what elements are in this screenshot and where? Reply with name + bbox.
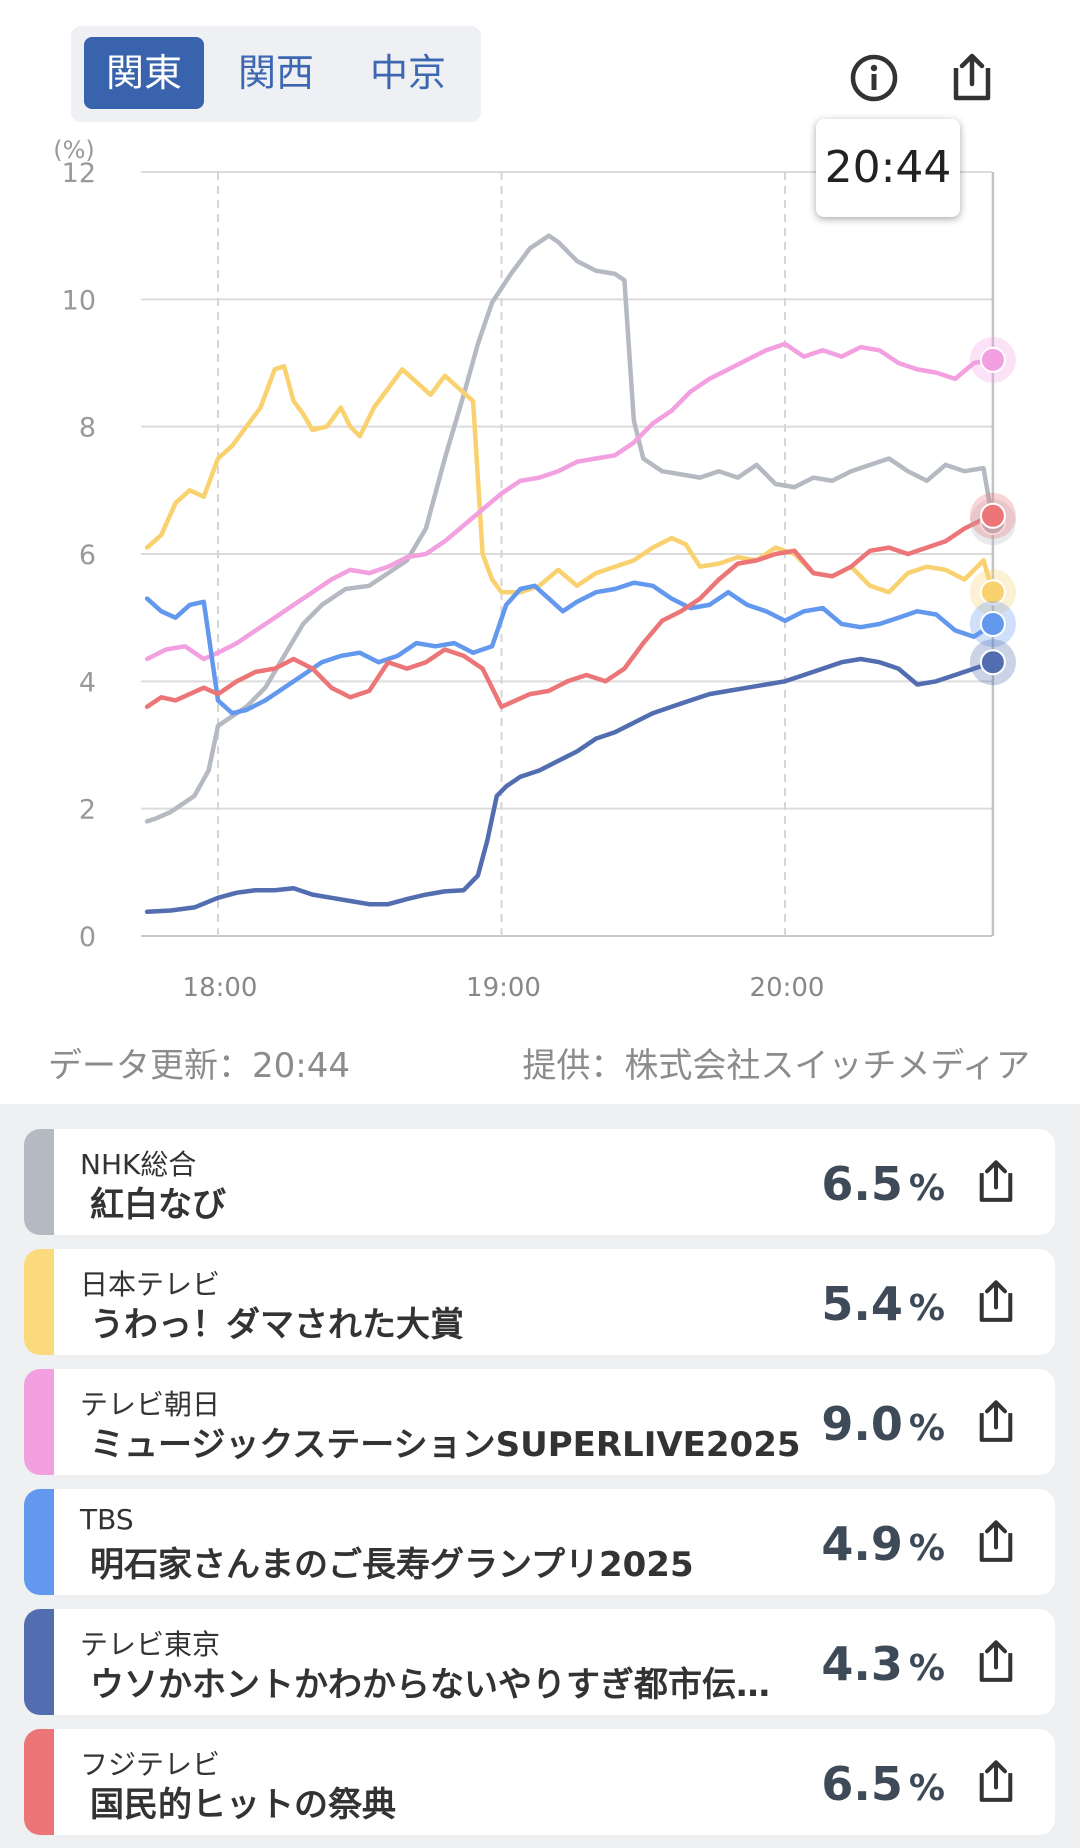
program-share-button[interactable] (971, 1517, 1021, 1567)
rating-value: 6.5% (821, 1757, 945, 1811)
rating-number: 4.9 (821, 1517, 903, 1571)
y-tick-label: 8 (79, 413, 96, 444)
program-share-button[interactable] (971, 1157, 1021, 1207)
series-line-5 (144, 513, 996, 710)
y-tick-label: 12 (62, 158, 96, 189)
program-title: 明石家さんまのご長寿グランプリ2025 (90, 1545, 694, 1585)
program-share-button[interactable] (971, 1397, 1021, 1447)
x-tick-label: 18:00 (183, 973, 258, 1003)
share-icon (979, 1640, 1013, 1682)
program-card-fuji[interactable]: フジテレビ 国民的ヒットの祭典 6.5% (24, 1729, 1055, 1835)
program-card-tv-asahi[interactable]: テレビ朝日 ミュージックステーションSUPERLIVE2025 9.0% (24, 1369, 1055, 1475)
program-title: 国民的ヒットの祭典 (90, 1785, 396, 1825)
channel-color-bar (24, 1489, 54, 1595)
series-end-marker-4 (979, 649, 1006, 676)
series-end-marker-1 (979, 579, 1006, 606)
program-share-button[interactable] (971, 1757, 1021, 1807)
channel-color-bar (24, 1369, 54, 1475)
program-title: うわっ！ダマされた大賞 (90, 1305, 464, 1345)
channel-color-bar (24, 1129, 54, 1235)
provider-credit: 提供：株式会社スイッチメディア (522, 1046, 1030, 1086)
rating-number: 5.4 (821, 1277, 903, 1331)
share-icon (979, 1160, 1013, 1202)
y-tick-label: 4 (79, 667, 96, 698)
series-line-4 (144, 656, 996, 915)
channel-color-bar (24, 1609, 54, 1715)
rating-number: 9.0 (821, 1397, 903, 1451)
channel-name: NHK総合 (80, 1148, 197, 1181)
channel-name: テレビ東京 (80, 1628, 221, 1661)
rating-value: 4.3% (821, 1637, 945, 1691)
channel-name: フジテレビ (80, 1748, 221, 1781)
rating-number: 6.5 (821, 1157, 903, 1211)
share-icon (953, 53, 991, 101)
rating-unit: % (908, 1648, 945, 1689)
share-icon (979, 1760, 1013, 1802)
program-share-button[interactable] (971, 1277, 1021, 1327)
series-end-marker-2 (979, 346, 1006, 373)
ratings-line-chart: (%) 0 2 4 6 8 10 12 18:00 19:00 20:00 (53, 136, 1016, 1003)
series-line-2 (144, 341, 996, 662)
rating-value: 9.0% (821, 1397, 945, 1451)
channel-color-bar (24, 1729, 54, 1835)
program-list: NHK総合 紅白なび 6.5% 日本テレビ うわっ！ダマされた大賞 5.4% テ… (0, 1104, 1080, 1848)
y-tick-label: 6 (79, 540, 96, 571)
series-line-0 (144, 233, 996, 824)
rating-unit: % (908, 1528, 945, 1569)
share-button[interactable] (944, 50, 1000, 106)
tab-kansai[interactable]: 関西 (237, 51, 314, 95)
channel-name: TBS (80, 1503, 134, 1536)
channel-color-bar (24, 1249, 54, 1355)
rating-unit: % (908, 1768, 945, 1809)
series-end-marker-5 (979, 502, 1006, 529)
tab-chukyo[interactable]: 中京 (369, 51, 446, 95)
region-tabs: 関東 関西 中京 (71, 26, 481, 122)
x-tick-label: 19:00 (466, 973, 541, 1003)
info-icon (850, 54, 898, 102)
x-tick-label: 20:00 (750, 973, 825, 1003)
info-button[interactable] (846, 50, 902, 106)
share-icon (979, 1280, 1013, 1322)
series-line-1 (144, 363, 996, 595)
program-card-nhk[interactable]: NHK総合 紅白なび 6.5% (24, 1129, 1055, 1235)
program-card-ntv[interactable]: 日本テレビ うわっ！ダマされた大賞 5.4% (24, 1249, 1055, 1355)
y-tick-label: 10 (62, 285, 96, 316)
rating-value: 4.9% (821, 1517, 945, 1571)
program-title: 紅白なび (90, 1185, 226, 1225)
program-card-tv-tokyo[interactable]: テレビ東京 ウソかホントかわからないやりすぎ都市伝… 4.3% (24, 1609, 1055, 1715)
channel-name: テレビ朝日 (80, 1388, 221, 1421)
program-share-button[interactable] (971, 1637, 1021, 1687)
rating-number: 4.3 (821, 1637, 903, 1691)
rating-value: 5.4% (821, 1277, 945, 1331)
program-title: ウソかホントかわからないやりすぎ都市伝… (90, 1665, 770, 1705)
series-end-marker-3 (979, 611, 1006, 638)
share-icon (979, 1520, 1013, 1562)
data-updated-text: データ更新：20:44 (48, 1046, 350, 1086)
rating-value: 6.5% (821, 1157, 945, 1211)
tab-kanto[interactable]: 関東 (84, 37, 204, 109)
y-axis-unit: (%) (53, 136, 95, 164)
channel-name: 日本テレビ (80, 1268, 221, 1301)
program-title: ミュージックステーションSUPERLIVE2025 (90, 1425, 801, 1465)
y-tick-label: 2 (79, 795, 96, 826)
rating-unit: % (908, 1288, 945, 1329)
rating-number: 6.5 (821, 1757, 903, 1811)
program-card-tbs[interactable]: TBS 明石家さんまのご長寿グランプリ2025 4.9% (24, 1489, 1055, 1595)
time-tooltip: 20:44 (816, 119, 960, 217)
share-icon (979, 1400, 1013, 1442)
rating-unit: % (908, 1168, 945, 1209)
series-line-3 (144, 580, 996, 716)
y-tick-label: 0 (79, 922, 96, 953)
rating-unit: % (908, 1408, 945, 1449)
